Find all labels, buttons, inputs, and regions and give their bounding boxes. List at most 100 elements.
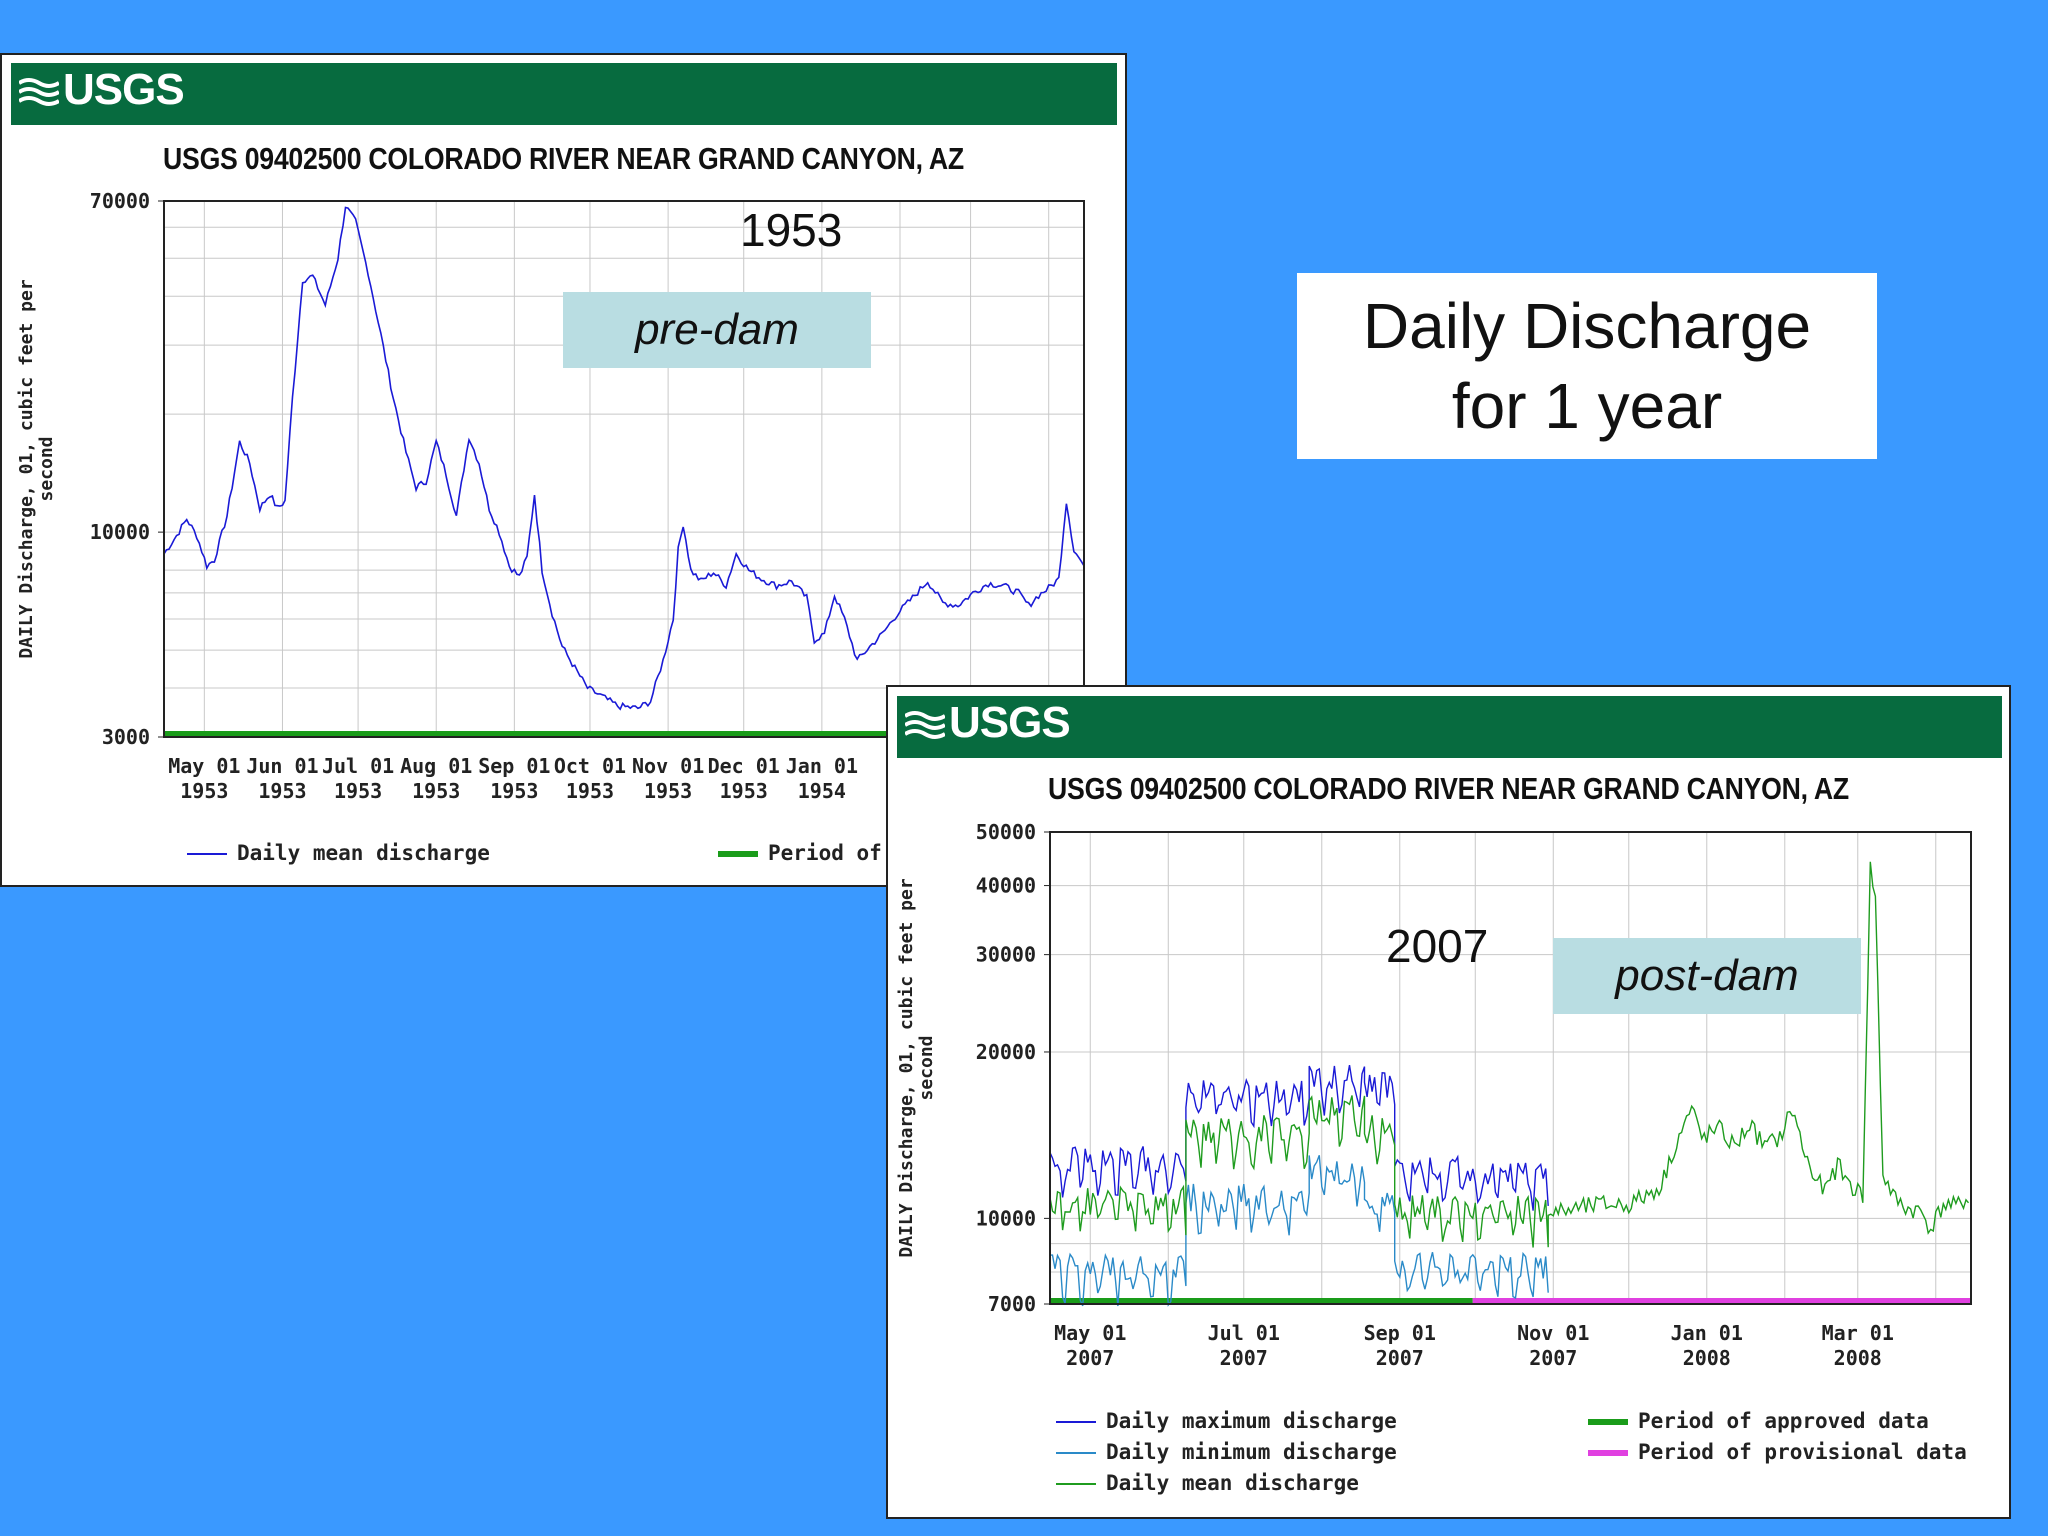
slide-title-line1: Daily Discharge (1362, 290, 1812, 362)
series-line-daily-mean (163, 206, 1085, 711)
usgs-logo-text: USGS (949, 698, 1071, 747)
legend-label: Period of (768, 841, 882, 865)
chart-panel-1953: USGS USGS 09402500 COLORADO RIVER NEAR G… (0, 53, 1127, 887)
x-tick-label: 1953 (566, 779, 614, 803)
y-tick-labels: 70000 10000 3000 (90, 189, 164, 749)
x-tick-label: Jul 01 (1208, 1321, 1280, 1345)
usgs-logo-icon (19, 78, 59, 106)
legend-daily-max: Daily maximum discharge (1056, 1409, 1397, 1433)
y-tick-label: 10000 (90, 520, 150, 544)
legend-daily-mean: Daily mean discharge (187, 841, 490, 865)
legend-label: Period of approved data (1638, 1409, 1929, 1433)
y-tick-label: 20000 (976, 1040, 1036, 1064)
legend-swatch-approved (1588, 1419, 1628, 1425)
x-tick-label: May 01 (1054, 1321, 1126, 1345)
x-tick-label: 2007 (1529, 1346, 1577, 1370)
x-tick-label: Jan 01 (786, 754, 858, 778)
x-tick-label: 2008 (1834, 1346, 1882, 1370)
series-group (1049, 861, 1970, 1307)
series-group (163, 206, 1085, 711)
x-tick-label: 1953 (720, 779, 768, 803)
x-tick-label: Sep 01 (1364, 1321, 1436, 1345)
usgs-header-bar: USGS (11, 63, 1117, 125)
period-bars (164, 731, 1084, 737)
y-tick-label: 30000 (976, 943, 1036, 967)
legend-swatch-period (718, 851, 758, 857)
y-tick-label: 10000 (976, 1206, 1036, 1230)
y-axis-label: DAILY Discharge, 01, cubic feet per (896, 878, 917, 1257)
x-tick-label: May 01 (168, 754, 240, 778)
station-title: USGS 09402500 COLORADO RIVER NEAR GRAND … (1048, 771, 1849, 806)
plot-frame (1049, 831, 1972, 1305)
x-tick-label: Sep 01 (478, 754, 550, 778)
y-axis-label-line2: second (916, 1035, 937, 1100)
approved-period-bar (164, 731, 1084, 737)
x-tick-label: 2007 (1376, 1346, 1424, 1370)
series-line-daily-min (1050, 1155, 1549, 1307)
usgs-header-bar: USGS (897, 696, 2002, 758)
x-tick-label: 1953 (490, 779, 538, 803)
legend-daily-min: Daily minimum discharge (1056, 1440, 1397, 1464)
x-tick-label: 2007 (1066, 1346, 1114, 1370)
year-annotation: 1953 (740, 204, 843, 256)
x-tick-label: Nov 01 (632, 754, 704, 778)
approved-period-bar (1050, 1298, 1473, 1304)
station-title: USGS 09402500 COLORADO RIVER NEAR GRAND … (163, 141, 964, 176)
y-axis-label-line2: second (36, 436, 57, 501)
post-dam-text: post-dam (1615, 951, 1799, 1000)
x-tick-label: Mar 01 (1822, 1321, 1894, 1345)
grid (1050, 832, 1971, 1304)
chart-panel-2007: USGS USGS 09402500 COLORADO RIVER NEAR G… (886, 685, 2011, 1519)
legend-swatch-mean (1056, 1483, 1096, 1485)
usgs-logo-icon (905, 711, 945, 739)
slide-title-box: Daily Discharge for 1 year (1297, 273, 1877, 459)
legend-label: Daily minimum discharge (1106, 1440, 1397, 1464)
slide-title-line2: for 1 year (1451, 370, 1723, 442)
y-tick-label: 70000 (90, 189, 150, 213)
x-tick-label: 1953 (334, 779, 382, 803)
usgs-logo-text: USGS (63, 65, 185, 114)
pre-dam-label: pre-dam (563, 292, 871, 368)
period-bars (1050, 1298, 1971, 1304)
legend-approved: Period of approved data (1588, 1409, 1929, 1433)
y-tick-label: 3000 (102, 725, 150, 749)
legend-swatch-mean (187, 853, 227, 855)
x-tick-label: Aug 01 (400, 754, 472, 778)
y-tick-label: 50000 (976, 820, 1036, 844)
x-tick-label: Oct 01 (554, 754, 626, 778)
legend-label: Period of provisional data (1638, 1440, 1967, 1464)
x-tick-label: 1954 (798, 779, 846, 803)
x-tick-label: 2007 (1220, 1346, 1268, 1370)
legend-label: Daily mean discharge (1106, 1471, 1359, 1495)
y-tick-label: 7000 (988, 1292, 1036, 1316)
x-tick-label: 2008 (1683, 1346, 1731, 1370)
legend-swatch-provisional (1588, 1450, 1628, 1456)
x-tick-label: Jan 01 (1671, 1321, 1743, 1345)
x-tick-label: 1953 (412, 779, 460, 803)
series-line-daily-max (1049, 1064, 1549, 1211)
x-tick-label: Dec 01 (708, 754, 780, 778)
legend-label: Daily maximum discharge (1106, 1409, 1397, 1433)
legend-period: Period of (718, 841, 882, 865)
legend-provisional: Period of provisional data (1588, 1440, 1967, 1464)
x-tick-label: 1953 (258, 779, 306, 803)
x-tick-label: Jul 01 (322, 754, 394, 778)
y-tick-labels: 50000 40000 30000 20000 10000 7000 (976, 820, 1050, 1316)
series-line-daily-mean (1049, 861, 1970, 1248)
plot-frame (163, 200, 1085, 738)
provisional-period-bar (1472, 1298, 1971, 1304)
y-tick-label: 40000 (976, 874, 1036, 898)
x-tick-label: Nov 01 (1517, 1321, 1589, 1345)
x-tick-label: Jun 01 (246, 754, 318, 778)
x-tick-label: 1953 (180, 779, 228, 803)
legend-daily-mean: Daily mean discharge (1056, 1471, 1359, 1495)
legend-swatch-min (1056, 1452, 1096, 1454)
legend-label: Daily mean discharge (237, 841, 490, 865)
pre-dam-text: pre-dam (635, 305, 799, 354)
y-axis-label: DAILY Discharge, 01, cubic feet per (16, 279, 37, 658)
legend-swatch-max (1056, 1421, 1096, 1423)
x-tick-label: 1953 (644, 779, 692, 803)
